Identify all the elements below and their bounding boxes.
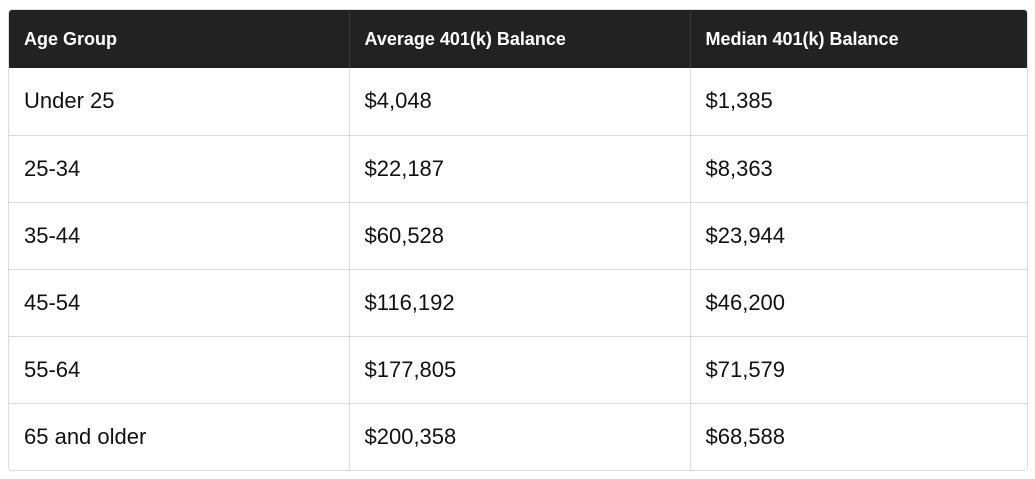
cell-median-balance: $23,944 [689, 201, 1027, 269]
cell-median-balance: $71,579 [689, 335, 1027, 403]
cell-average-balance: $177,805 [348, 335, 690, 403]
table-row: 45-54 $116,192 $46,200 [9, 268, 1027, 336]
table-row: 55-64 $177,805 $71,579 [9, 335, 1027, 403]
header-age-group: Age Group [24, 28, 117, 49]
cell-average-balance: $22,187 [348, 134, 690, 202]
cell-average-balance: $60,528 [348, 201, 690, 269]
cell-average-balance: $200,358 [348, 402, 690, 470]
cell-age-group: 25-34 [9, 134, 349, 202]
balance-table: Age Group Average 401(k) Balance Median … [9, 10, 1027, 470]
cell-age-group: 55-64 [9, 335, 349, 403]
table-body: Under 25 $4,048 $1,385 25-34 $22,187 $8,… [9, 68, 1027, 470]
cell-median-balance: $8,363 [689, 134, 1027, 202]
header-median-balance: Median 401(k) Balance [689, 10, 1027, 68]
cell-median-balance: $46,200 [689, 268, 1027, 336]
cell-average-balance: $4,048 [348, 68, 690, 135]
cell-age-group: Under 25 [24, 88, 115, 114]
table-row: 65 and older $200,358 $68,588 [9, 402, 1027, 470]
table-row: Under 25 $4,048 $1,385 [9, 68, 1027, 135]
cell-age-group: 45-54 [9, 268, 349, 336]
balance-table-container: Age Group Average 401(k) Balance Median … [8, 9, 1028, 471]
table-header: Age Group Average 401(k) Balance Median … [9, 10, 1027, 68]
cell-average-balance: $116,192 [348, 268, 690, 336]
cell-median-balance: $68,588 [689, 402, 1027, 470]
cell-median-balance: $1,385 [689, 68, 1027, 135]
cell-age-group: 35-44 [9, 201, 349, 269]
cell-age-group: 65 and older [9, 402, 349, 470]
table-row: 35-44 $60,528 $23,944 [9, 201, 1027, 269]
table-row: 25-34 $22,187 $8,363 [9, 134, 1027, 202]
header-average-balance: Average 401(k) Balance [348, 10, 690, 68]
header-row: Age Group Average 401(k) Balance Median … [9, 10, 1027, 68]
